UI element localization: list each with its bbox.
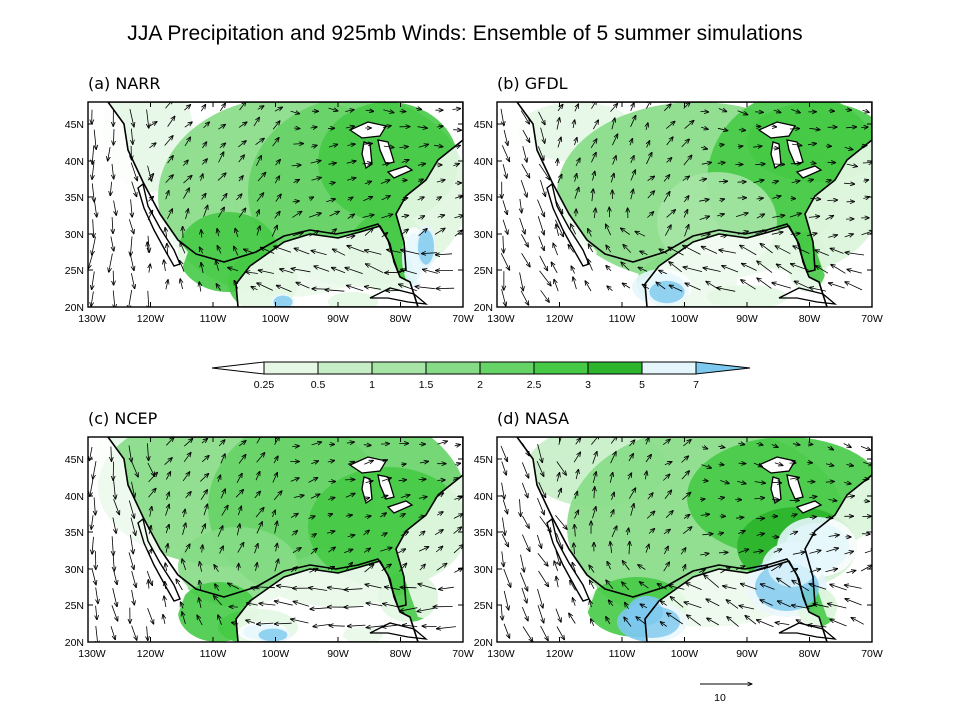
lon-tick-label: 120W (546, 313, 574, 325)
lon-tick-label: 100W (262, 648, 290, 660)
colorbar-label: 0.5 (311, 379, 326, 391)
lat-tick-label: 25N (65, 600, 84, 612)
lat-tick-label: 30N (474, 564, 493, 576)
wind-vectors (88, 102, 463, 307)
colorbar-swatch (479, 361, 535, 375)
lat-tick-label: 20N (65, 302, 84, 314)
map-panel-c: 20N 25N 30N 35N 40N 45N 130W 120W 110W 100W 90W 80W… (65, 409, 474, 660)
lat-tick-label: 40N (474, 156, 493, 168)
colorbar-label: 1 (369, 379, 375, 391)
lon-tick-label: 70W (861, 648, 883, 660)
lon-tick-label: 80W (390, 648, 412, 660)
lon-tick-label: 100W (671, 648, 699, 660)
lat-tick-label: 45N (65, 454, 84, 466)
lon-tick-label: 90W (327, 648, 349, 660)
colorbar-label: 1.5 (419, 379, 434, 391)
lon-tick-label: 90W (736, 313, 758, 325)
lat-tick-label: 45N (474, 119, 493, 131)
colorbar: 0.25 0.5 1 1.5 2 2.5 3 5 7 (211, 361, 751, 391)
lon-tick-label: 70W (452, 648, 474, 660)
colorbar-label: 2 (477, 379, 483, 391)
lat-tick-label: 20N (65, 637, 84, 649)
lat-tick-label: 35N (474, 527, 493, 539)
panel-title-a: (a) NARR (88, 74, 161, 93)
reference-vector-label: 10 (714, 692, 726, 704)
lon-tick-label: 110W (609, 648, 636, 660)
lat-tick-label: 25N (474, 265, 493, 277)
colorbar-label: 3 (585, 379, 591, 391)
lon-tick-label: 110W (609, 313, 636, 325)
reference-vector: 10 (700, 684, 752, 704)
lat-tick-label: 35N (474, 192, 493, 204)
lat-tick-label: 25N (474, 600, 493, 612)
lon-tick-label: 120W (137, 648, 165, 660)
panel-title-c: (c) NCEP (88, 409, 158, 428)
colorbar-swatch (587, 361, 643, 375)
colorbar-swatch (641, 361, 697, 375)
lat-tick-label: 40N (65, 156, 84, 168)
lat-tick-label: 30N (65, 564, 84, 576)
colorbar-swatch (533, 361, 589, 375)
colorbar-swatch (263, 361, 319, 375)
panel-title-d: (d) NASA (497, 409, 569, 428)
lat-tick-label: 25N (65, 265, 84, 277)
lon-tick-label: 90W (736, 648, 758, 660)
map-panel-a: 20N 25N 30N 35N 40N 45N 130W 120W 110W 100W 90W 80W… (65, 74, 474, 325)
lon-tick-label: 110W (200, 648, 227, 660)
lon-tick-label: 130W (487, 313, 515, 325)
panel-title-b: (b) GFDL (497, 74, 568, 93)
wind-vectors (89, 437, 463, 642)
lat-tick-label: 40N (65, 491, 84, 503)
colorbar-label: 2.5 (527, 379, 542, 391)
lat-tick-label: 20N (474, 637, 493, 649)
lon-tick-label: 120W (137, 313, 165, 325)
map-panel-b: 20N 25N 30N 35N 40N 45N 130W 120W 110W 100W 90W 80W… (474, 74, 883, 325)
colorbar-label: 0.25 (254, 379, 275, 391)
lat-tick-label: 30N (474, 229, 493, 241)
lat-tick-label: 35N (65, 527, 84, 539)
lon-tick-label: 90W (327, 313, 349, 325)
page-title: JJA Precipitation and 925mb Winds: Ensem… (127, 22, 803, 45)
lat-tick-label: 20N (474, 302, 493, 314)
lon-tick-label: 130W (78, 313, 106, 325)
lat-tick-label: 30N (65, 229, 84, 241)
colorbar-swatch (425, 361, 481, 375)
lon-tick-label: 70W (452, 313, 474, 325)
lat-tick-label: 45N (474, 454, 493, 466)
lon-tick-label: 80W (799, 648, 821, 660)
lon-tick-label: 130W (78, 648, 106, 660)
map-panel-d: 20N 25N 30N 35N 40N 45N 130W 120W 110W 100W 90W 80W… (474, 409, 883, 660)
wind-vectors (501, 102, 872, 306)
lon-tick-label: 100W (262, 313, 290, 325)
lon-tick-label: 80W (390, 313, 412, 325)
lat-tick-label: 45N (65, 119, 84, 131)
lon-tick-label: 80W (799, 313, 821, 325)
colorbar-label: 5 (639, 379, 645, 391)
lon-tick-label: 120W (546, 648, 574, 660)
lat-tick-label: 40N (474, 491, 493, 503)
colorbar-swatch (371, 361, 427, 375)
lon-tick-label: 110W (200, 313, 227, 325)
lat-tick-label: 35N (65, 192, 84, 204)
colorbar-label: 7 (693, 379, 699, 391)
wind-vectors (501, 437, 872, 642)
colorbar-swatch (317, 361, 373, 375)
lon-tick-label: 70W (861, 313, 883, 325)
lon-tick-label: 130W (487, 648, 515, 660)
lon-tick-label: 100W (671, 313, 699, 325)
